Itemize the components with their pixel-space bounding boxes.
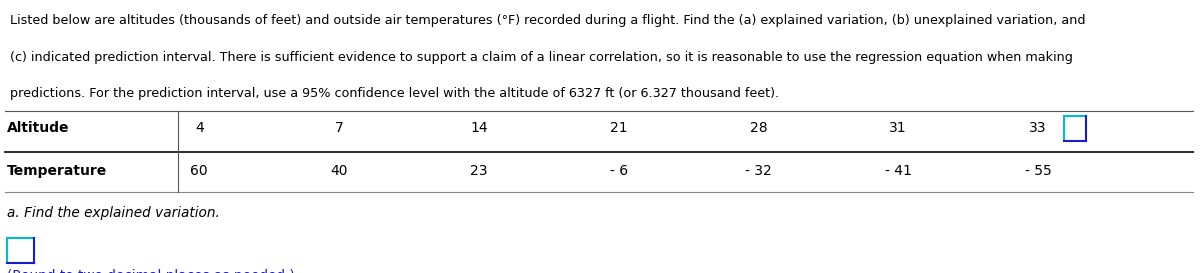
Text: predictions. For the prediction interval, use a 95% confidence level with the al: predictions. For the prediction interval… bbox=[10, 87, 779, 100]
Text: (Round to two decimal places as needed.): (Round to two decimal places as needed.) bbox=[7, 269, 295, 273]
Text: a. Find the explained variation.: a. Find the explained variation. bbox=[7, 206, 220, 220]
Text: - 6: - 6 bbox=[610, 164, 628, 178]
Bar bbox=[7, 238, 34, 263]
Text: - 32: - 32 bbox=[745, 164, 772, 178]
Text: 21: 21 bbox=[610, 121, 628, 135]
Text: 31: 31 bbox=[889, 121, 907, 135]
Text: Temperature: Temperature bbox=[7, 164, 108, 178]
Bar bbox=[1064, 116, 1086, 141]
Text: 60: 60 bbox=[191, 164, 208, 178]
Text: 40: 40 bbox=[330, 164, 348, 178]
Text: 23: 23 bbox=[470, 164, 487, 178]
Text: 7: 7 bbox=[335, 121, 343, 135]
Text: Listed below are altitudes (thousands of feet) and outside air temperatures (°F): Listed below are altitudes (thousands of… bbox=[10, 14, 1085, 27]
Text: 33: 33 bbox=[1030, 121, 1046, 135]
Text: - 55: - 55 bbox=[1025, 164, 1051, 178]
Text: (c) indicated prediction interval. There is sufficient evidence to support a cla: (c) indicated prediction interval. There… bbox=[10, 51, 1073, 64]
Text: - 41: - 41 bbox=[884, 164, 912, 178]
Text: 14: 14 bbox=[470, 121, 487, 135]
Text: 28: 28 bbox=[750, 121, 767, 135]
Text: 4: 4 bbox=[194, 121, 204, 135]
Text: Altitude: Altitude bbox=[7, 121, 70, 135]
